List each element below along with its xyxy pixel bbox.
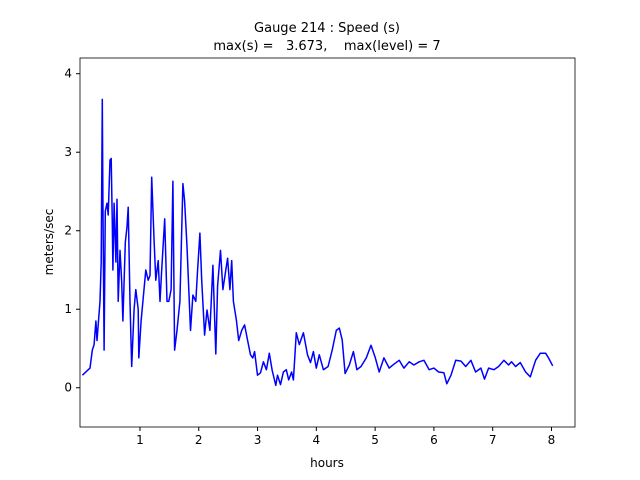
x-tick-label: 7 — [489, 433, 497, 447]
chart-subtitle: max(s) = 3.673, max(level) = 7 — [213, 39, 440, 54]
y-tick-label: 3 — [64, 145, 72, 159]
x-tick-label: 2 — [195, 433, 203, 447]
plot-frame — [79, 57, 576, 428]
x-tick-label: 4 — [313, 433, 321, 447]
y-axis-label: meters/sec — [42, 209, 56, 276]
data-line — [81, 98, 554, 387]
chart-title: Gauge 214 : Speed (s) — [254, 21, 400, 36]
x-tick-label: 3 — [254, 433, 262, 447]
x-tick-label: 5 — [371, 433, 379, 447]
y-tick-label: 2 — [64, 224, 72, 238]
x-tick-label: 6 — [430, 433, 438, 447]
x-axis-label: hours — [310, 456, 344, 470]
y-tick-label: 0 — [64, 381, 72, 395]
x-tick-label: 1 — [136, 433, 144, 447]
x-tick-label: 8 — [548, 433, 556, 447]
y-tick-label: 4 — [64, 67, 72, 81]
y-tick-label: 1 — [64, 302, 72, 316]
